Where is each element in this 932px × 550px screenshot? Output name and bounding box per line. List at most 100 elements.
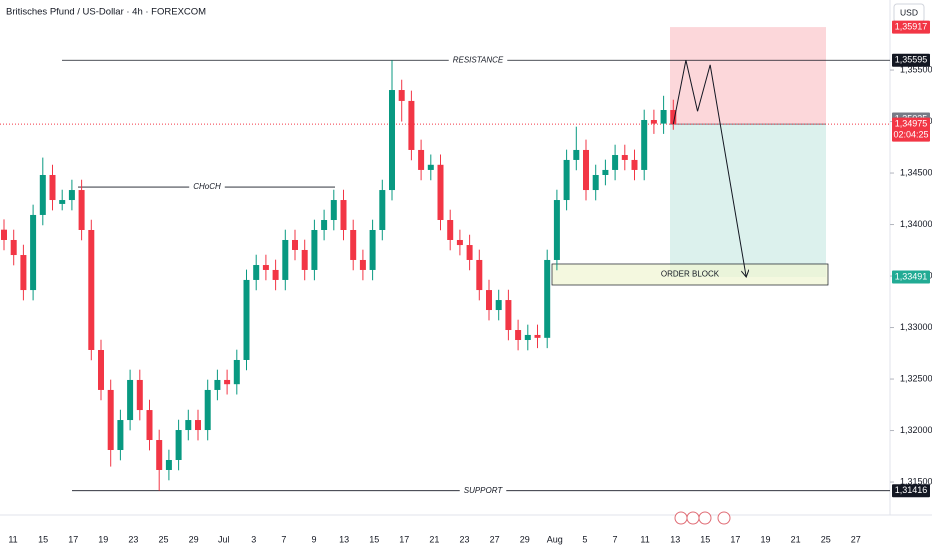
y-tick-label: 1,33000: [900, 322, 932, 332]
candle-body: [156, 440, 163, 470]
candle-body: [136, 379, 143, 411]
x-tick-label: Aug: [547, 534, 563, 544]
candle-body: [146, 410, 153, 441]
price-tag: [892, 270, 930, 284]
candle-body: [563, 159, 570, 201]
x-tick-label: 15: [700, 534, 710, 544]
x-tick-label: 25: [821, 534, 831, 544]
x-tick-label: 23: [128, 534, 138, 544]
candle-body: [88, 229, 95, 350]
price-tag-label: 1,34975: [895, 118, 928, 128]
candle-body: [592, 174, 599, 191]
x-tick-label: 27: [851, 534, 861, 544]
x-tick-label: 7: [281, 534, 286, 544]
level-label-bg: [189, 182, 225, 193]
x-tick-label: 11: [640, 534, 649, 544]
candle-body: [224, 379, 231, 385]
candle-body: [340, 200, 347, 230]
y-tick-label: 1,34000: [900, 219, 932, 229]
candle-body: [379, 190, 386, 230]
x-tick-label: 29: [189, 534, 199, 544]
price-tag-label: 1,35917: [895, 21, 928, 31]
x-tick-label: 9: [311, 534, 316, 544]
candle-body: [359, 259, 366, 270]
candle-body: [68, 190, 75, 201]
candle-body: [30, 214, 37, 291]
candle-body: [39, 174, 46, 215]
candle-body: [20, 255, 27, 291]
x-tick-label: 23: [459, 534, 469, 544]
x-tick-label: 21: [791, 534, 801, 544]
level-label: CHoCH: [193, 182, 221, 191]
candle-body: [301, 249, 308, 270]
candle-body: [330, 200, 337, 221]
order-block: [551, 263, 829, 286]
candle-body: [272, 269, 279, 280]
chart-title: Britisches Pfund / US-Dollar · 4h · FORE…: [6, 7, 206, 18]
x-tick-label: 15: [38, 534, 48, 544]
candle-body: [49, 174, 56, 201]
candle-body: [515, 330, 522, 341]
stop-zone: [670, 27, 826, 125]
candle-body: [10, 239, 17, 256]
candle-body: [262, 265, 269, 270]
price-countdown: 02:04:25: [893, 129, 928, 139]
candle-body: [204, 389, 211, 431]
candle-body: [534, 334, 541, 338]
candle-body: [621, 155, 628, 160]
candle-body: [398, 90, 405, 101]
candle-body: [389, 90, 395, 191]
x-tick-label: 17: [399, 534, 409, 544]
candle-body: [185, 420, 192, 431]
candle-body: [369, 229, 376, 270]
candle-body: [418, 149, 425, 170]
price-tag-label: 1,33491: [895, 271, 928, 281]
candle-body: [175, 430, 182, 460]
candle-body: [505, 300, 512, 331]
candle-body: [214, 379, 221, 390]
x-tick-label: 13: [670, 534, 680, 544]
x-tick-label: 29: [520, 534, 530, 544]
candle-body: [612, 155, 619, 170]
y-tick-label: 1,32500: [900, 373, 932, 383]
candle-body: [573, 149, 580, 160]
candle-body: [670, 110, 677, 125]
candle-body: [127, 379, 134, 421]
candle-body: [59, 200, 66, 204]
candle-body: [476, 259, 483, 291]
candle-body: [553, 200, 560, 260]
x-tick-label: 27: [490, 534, 500, 544]
y-tick-label: 1,32000: [900, 425, 932, 435]
x-tick-label: 19: [760, 534, 770, 544]
level-label-bg: [459, 485, 507, 496]
candle-body: [1, 229, 7, 240]
y-tick-label: 1,31500: [900, 476, 932, 486]
level-label: RESISTANCE: [453, 55, 504, 64]
candle-body: [583, 149, 589, 191]
currency[interactable]: USD: [900, 7, 918, 17]
candle-body: [78, 190, 85, 230]
candle-body: [447, 220, 454, 240]
candle-body: [311, 229, 318, 270]
candle-body: [165, 459, 172, 470]
price-tag: [892, 117, 930, 142]
level-label: SUPPORT: [464, 486, 504, 495]
candle-body: [195, 420, 201, 431]
x-tick-label: Jul: [218, 534, 230, 544]
price-tag: [892, 484, 930, 498]
candle-body: [544, 259, 551, 338]
candle-body: [98, 349, 104, 390]
price-tag: [892, 20, 930, 34]
price-tag-label: 1,35595: [895, 55, 928, 65]
candle-body: [350, 229, 357, 260]
candle-body: [486, 290, 492, 311]
candle-body: [321, 220, 328, 230]
candle-body: [631, 159, 638, 170]
candle-body: [243, 279, 250, 360]
x-tick-label: 13: [339, 534, 349, 544]
y-tick-label: 1,35500: [900, 64, 932, 74]
x-tick-label: 7: [612, 534, 617, 544]
candle-body: [117, 420, 124, 451]
